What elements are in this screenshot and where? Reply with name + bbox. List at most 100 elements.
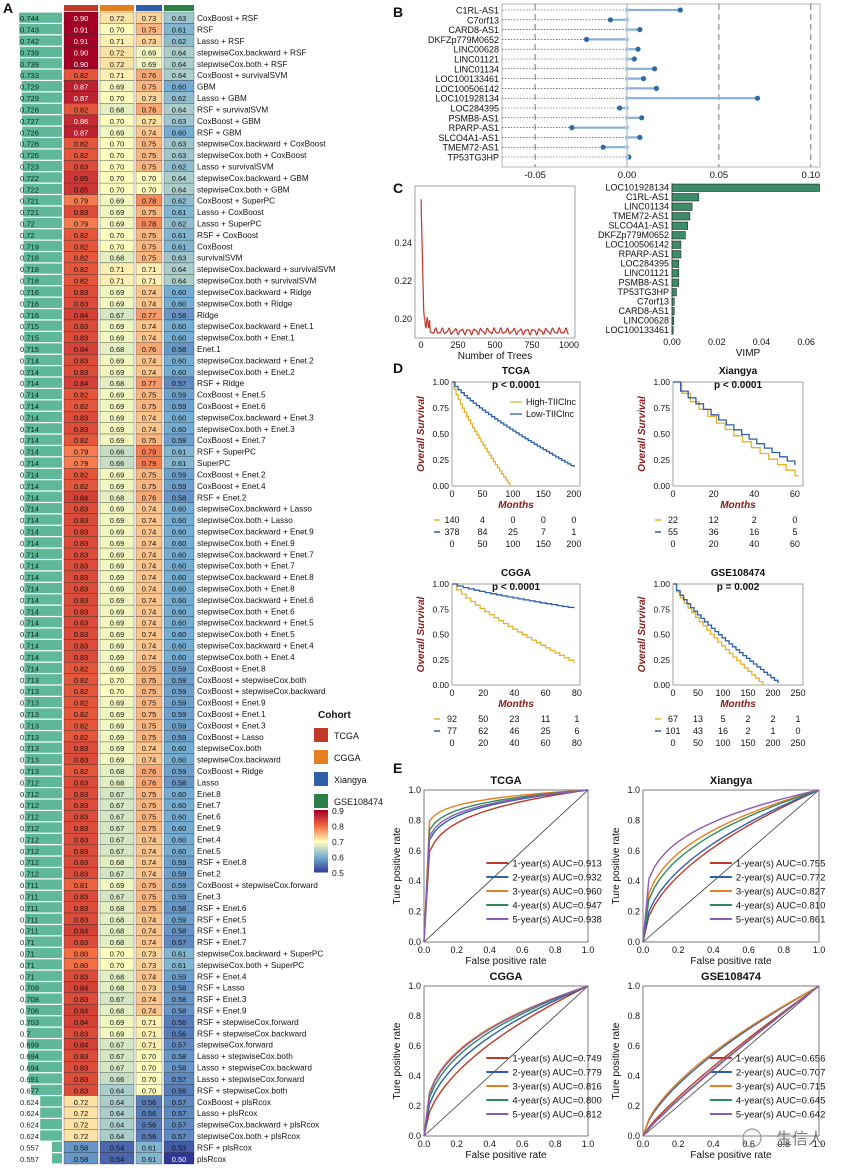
heatmap-value: 0.73 [142,984,156,993]
colorbar-segment [314,853,328,856]
axis-tick: 0.25 [653,455,670,465]
model-name: CoxBoost + stepwiseCox.forward [197,881,318,890]
risk-count-low: 36 [709,527,719,537]
vimp-bar [671,202,693,211]
mean-cindex-bar [24,799,62,810]
heatmap-value: 0.83 [74,938,88,947]
heatmap-value: 0.60 [172,756,186,765]
axis-tick: 0.6 [408,846,421,856]
mean-cindex-label: 0.714 [20,356,39,365]
vimp-bar [671,297,675,306]
heatmap-value: 0.72 [110,14,124,23]
mean-cindex-label: 0.714 [20,379,39,388]
heatmap-value: 0.83 [74,356,88,365]
gene-label: LOC100133461 [605,325,669,335]
roc-title: TCGA [490,775,521,787]
risk-count-high: 22 [668,515,678,525]
gene-label: LOC101928134 [605,183,669,193]
mean-cindex-bar [25,959,62,970]
model-name: CoxBoost + RSF [197,14,258,23]
lollipop-dot [640,76,647,82]
heatmap-value: 0.75 [142,391,156,400]
risk-count-low: 5 [792,527,797,537]
mean-cindex-bar [19,46,62,58]
heatmap-value: 0.69 [110,505,124,514]
heatmap-value: 0.75 [142,254,156,263]
mean-cindex-bar [24,925,63,936]
mean-cindex-bar [22,172,62,183]
heatmap-value: 0.70 [110,687,124,696]
mean-cindex-bar [26,1039,63,1050]
heatmap-value: 0.75 [142,904,156,913]
heatmap-value: 0.83 [74,334,88,343]
mean-cindex-bar [23,263,62,274]
heatmap-value: 0.60 [172,824,186,833]
heatmap-value: 0.74 [142,585,156,594]
heatmap-value: 0.85 [74,185,88,194]
heatmap-value: 0.60 [172,596,186,605]
heatmap-value: 0.67 [110,870,124,879]
vimp-bar [671,288,677,297]
mean-cindex-bar [24,856,62,867]
axis-tick: 0.2 [672,1139,685,1149]
model-name: CoxBoost + Enet.9 [197,699,266,708]
heatmap-value: 0.74 [142,413,156,422]
axis-tick: 0.75 [432,403,449,413]
mean-cindex-label: 0.743 [20,26,39,35]
heatmap-value: 0.68 [110,927,124,936]
model-name: stepwiseCox.backward + Lasso [197,505,312,514]
heatmap-value: 0.82 [74,277,88,286]
model-name: CoxBoost + stepwiseCox.backward [197,687,326,696]
roc-legend-label: 4-year(s) AUC=0.645 [736,1096,826,1107]
risk-count-low: 16 [749,527,759,537]
lollipop-dot [637,134,643,140]
heatmap-value: 0.79 [74,459,88,468]
risk-count-low: 46 [509,726,519,736]
axis-tick: 0.2 [672,945,685,955]
model-name: RSF + Enet.5 [197,915,247,924]
heatmap-value: 0.75 [142,699,156,708]
axis-tick: 0.75 [653,403,670,413]
km-curve-low [452,583,575,609]
heatmap-value: 0.69 [110,356,124,365]
heatmap-value: 0.70 [110,949,124,958]
km-frame [451,583,581,686]
model-name: stepwiseCox.both + Lasso [197,516,293,525]
heatmap-value: 0.58 [74,1143,88,1152]
mean-cindex-label: 0.677 [20,1086,39,1095]
axis-tick: 0.24 [394,238,412,248]
roc-legend-label: 2-year(s) AUC=0.779 [512,1068,602,1079]
lollipop-base [624,86,630,91]
axis-tick: 0.8 [627,1011,640,1021]
axis-tick: 150 [536,489,551,499]
heatmap-value: 0.83 [74,607,88,616]
heatmap-value: 0.82 [74,151,88,160]
colorbar-segment [314,823,328,826]
heatmap-value: 0.74 [142,288,156,297]
heatmap-value: 0.69 [110,288,124,297]
heatmap-value: 0.60 [172,653,186,662]
heatmap-value: 0.83 [74,516,88,525]
mean-cindex-label: 0.713 [20,687,39,696]
heatmap-value: 0.74 [142,334,156,343]
gene-label: LINC00628 [453,45,499,55]
heatmap-value: 0.75 [142,140,156,149]
heatmap-value: 0.83 [74,1052,88,1061]
cohort-legend-label: GSE108474 [334,797,383,807]
mean-cindex-label: 0.703 [20,1018,39,1027]
heatmap-value: 0.67 [110,892,124,901]
axis-tick: 0.75 [653,604,670,614]
mean-cindex-bar [24,491,63,502]
heatmap-value: 0.73 [142,949,156,958]
mean-cindex-label: 0.722 [20,174,39,183]
heatmap-value: 0.70 [142,1075,156,1084]
heatmap-value: 0.75 [142,790,156,799]
vimp-bar [671,221,688,230]
risk-count-low: 25 [541,726,551,736]
mean-cindex-label: 0.718 [20,254,39,263]
heatmap-value: 0.59 [172,687,186,696]
mean-cindex-label: 0.716 [20,299,39,308]
heatmap-value: 0.69 [110,425,124,434]
mean-cindex-bar [24,388,63,400]
heatmap-value: 0.69 [110,881,124,890]
